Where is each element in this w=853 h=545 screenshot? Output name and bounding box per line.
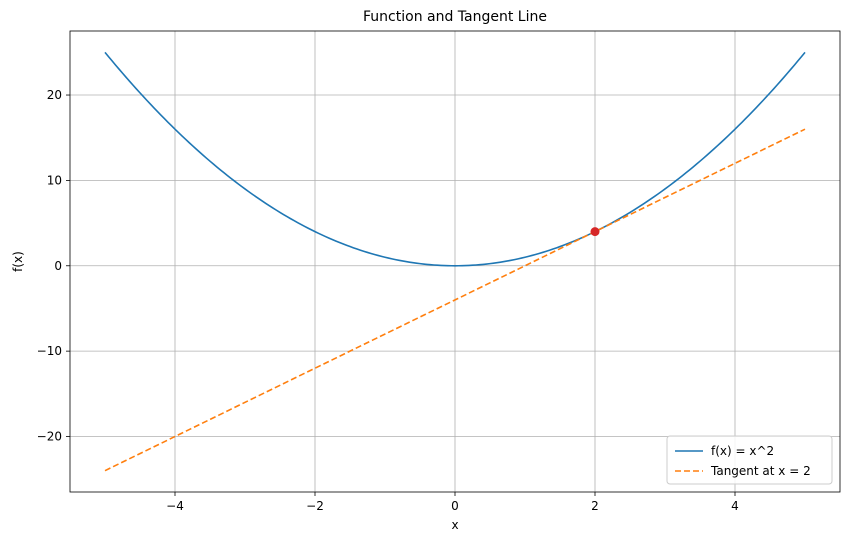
y-axis-title: f(x): [11, 251, 25, 272]
x-tick-label: 2: [591, 499, 599, 513]
y-tick-label: 0: [54, 259, 62, 273]
x-tick-label: 0: [451, 499, 459, 513]
legend: f(x) = x^2 Tangent at x = 2: [666, 435, 833, 485]
y-tick-label: 10: [47, 173, 62, 187]
legend-label: Tangent at x = 2: [710, 464, 811, 478]
x-axis-title: x: [451, 518, 458, 532]
y-tick-label: 20: [47, 88, 62, 102]
grid: [70, 31, 840, 492]
legend-label: f(x) = x^2: [711, 444, 774, 458]
x-tick-label: −4: [166, 499, 184, 513]
series-layer: [104, 51, 806, 472]
legend-box: [666, 435, 833, 485]
x-tick-label: −2: [306, 499, 324, 513]
y-tick-label: −10: [37, 344, 62, 358]
series-line-0: [104, 51, 806, 267]
y-tick-label: −20: [37, 430, 62, 444]
x-tick-label: 4: [731, 499, 739, 513]
series-line-1: [104, 128, 806, 472]
chart-title: Function and Tangent Line: [363, 9, 547, 25]
tangent-point: [590, 227, 600, 237]
points-layer: [590, 227, 600, 237]
